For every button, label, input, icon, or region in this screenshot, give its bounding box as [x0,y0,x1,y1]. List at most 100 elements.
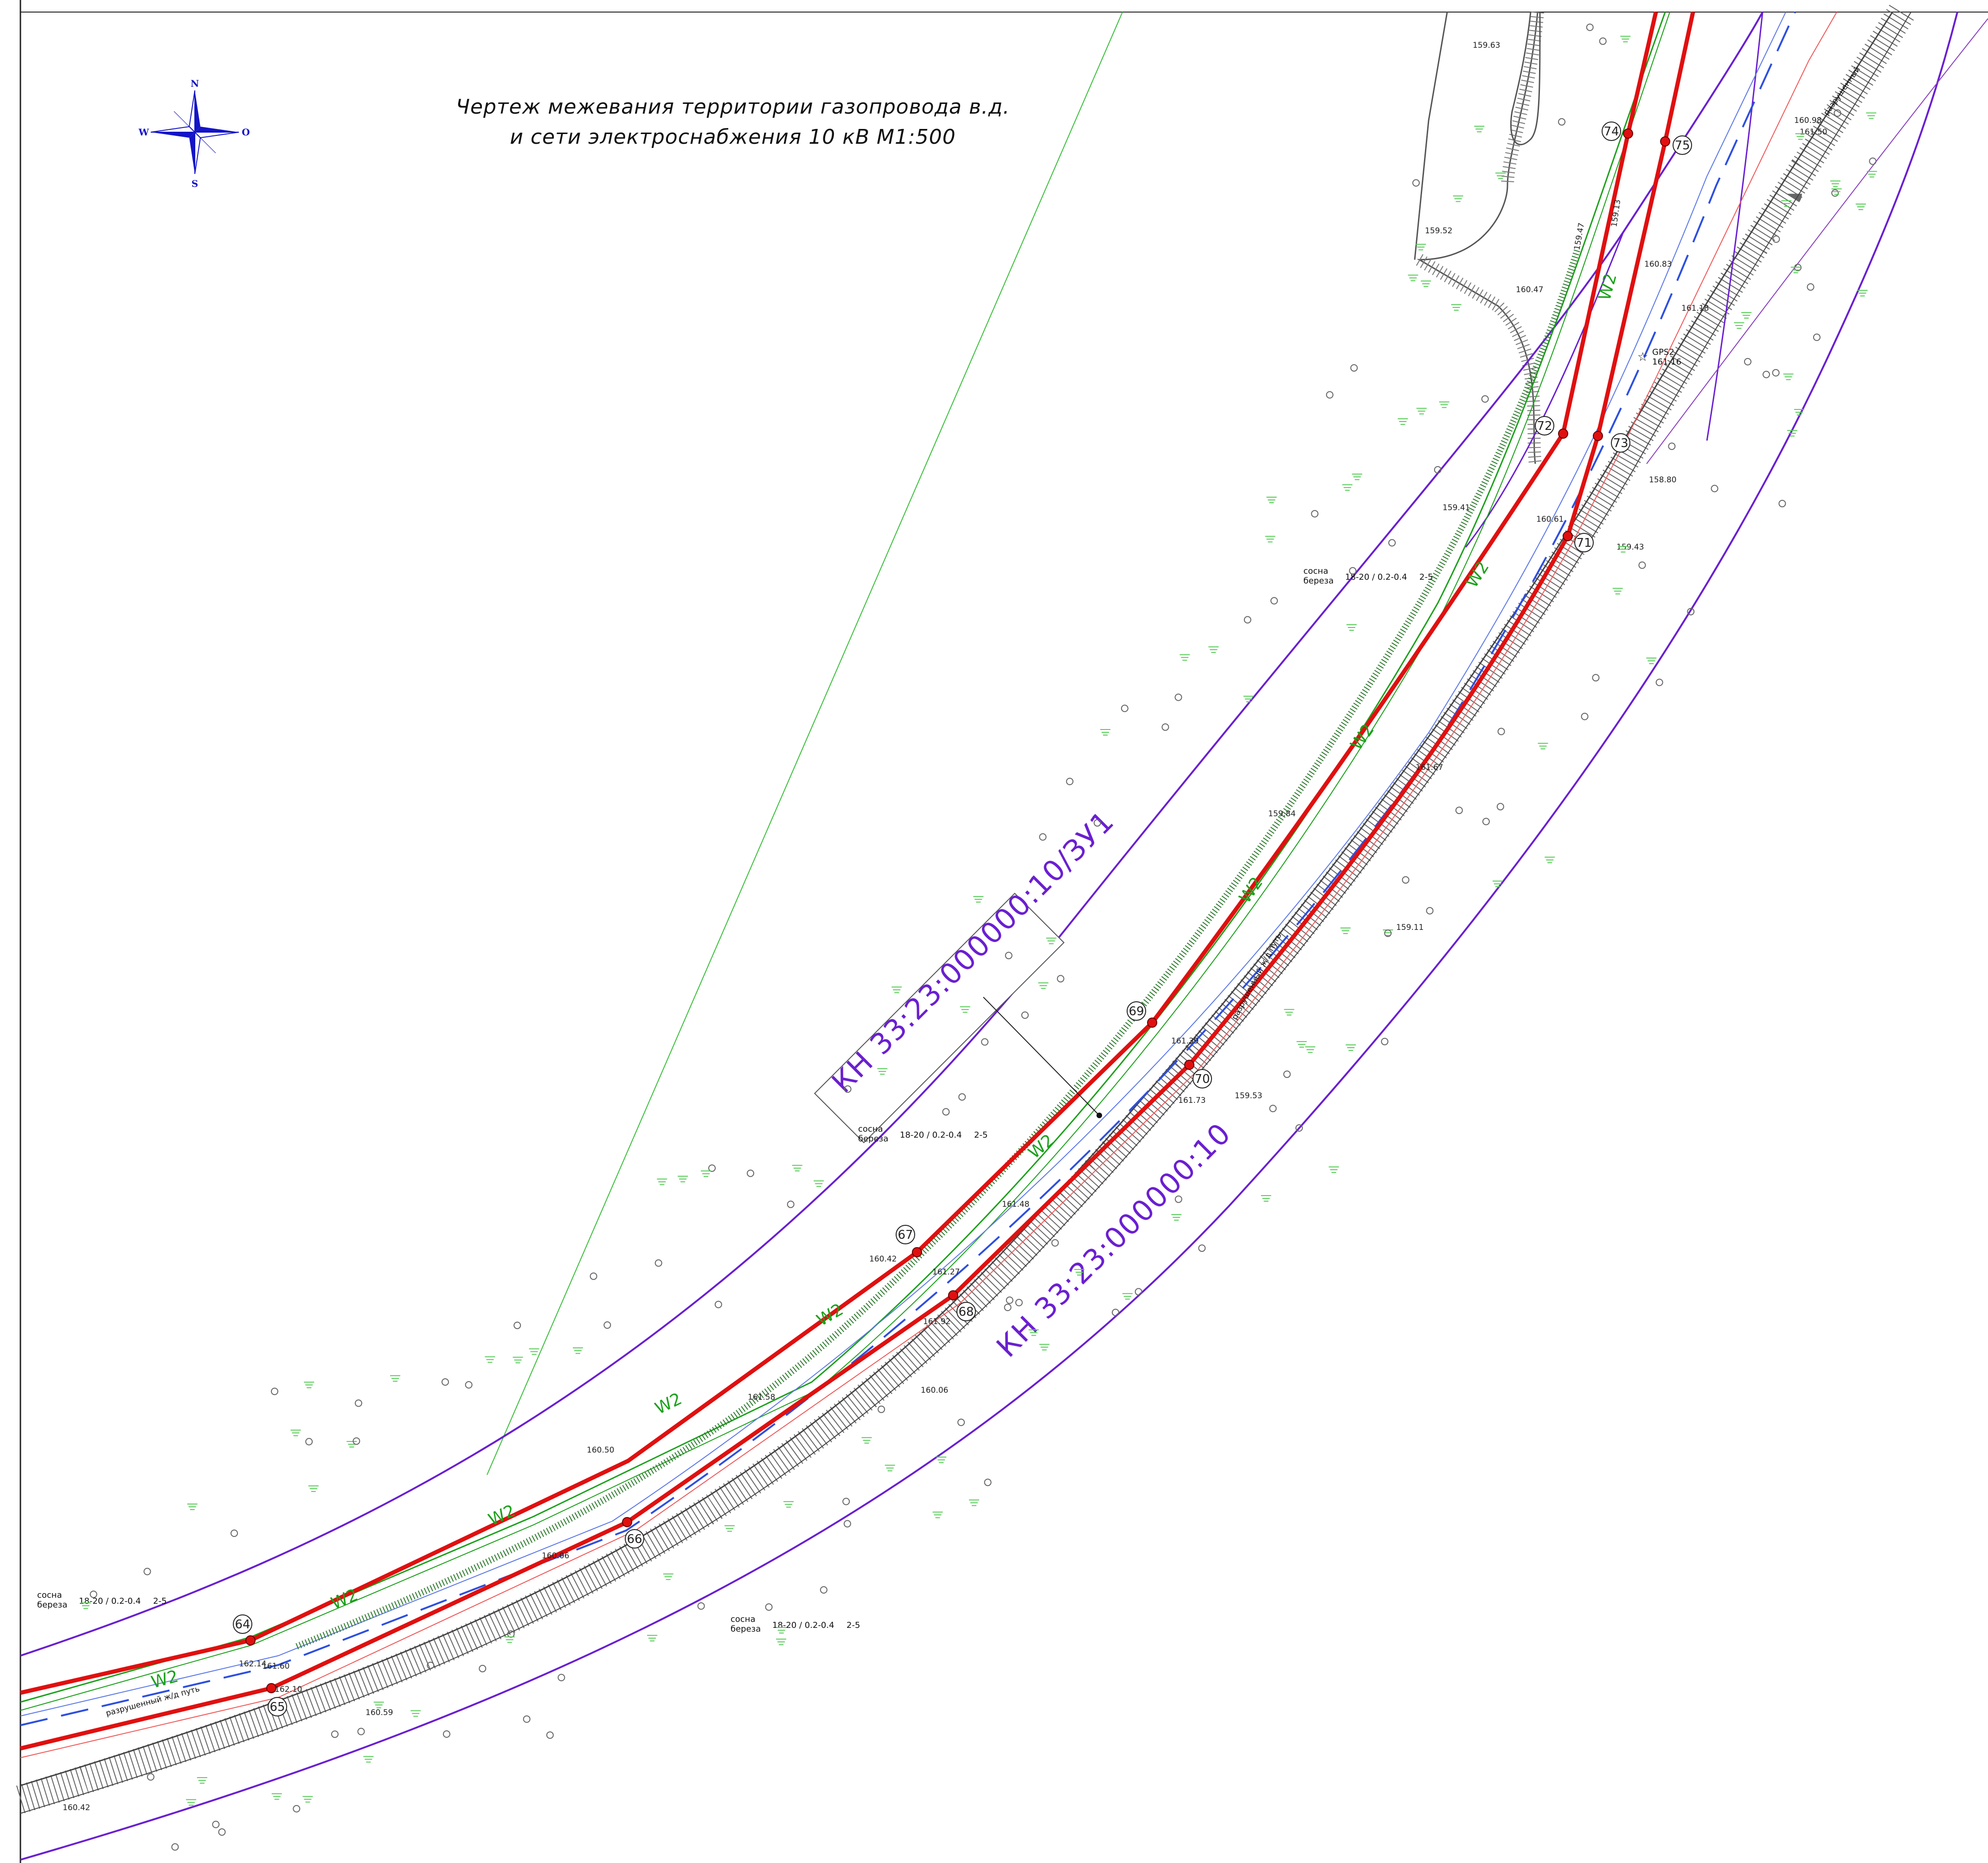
svg-text:159.41: 159.41 [1443,503,1470,512]
tree-symbol [1599,37,1607,45]
svg-text:160.98: 160.98 [1794,116,1821,125]
w2-label: W2 [1462,558,1493,591]
tree-symbol [441,1378,449,1386]
tree-symbol [523,1715,531,1723]
railway-label: разрушенный [1822,65,1862,117]
svg-text:159.53: 159.53 [1235,1091,1262,1101]
tree-symbol [1807,283,1815,291]
tree-symbol [1772,235,1780,243]
star-icon: ☆ [1637,350,1648,364]
svg-text:161.92: 161.92 [923,1317,950,1326]
vegetation-symbols [80,23,1877,1851]
svg-text:береза: береза [1303,576,1334,586]
tree-symbol [90,1590,97,1598]
svg-text:160.59: 160.59 [366,1708,393,1717]
tree-symbol [271,1388,278,1396]
tree-symbol [353,1437,360,1445]
svg-text:69: 69 [1129,1005,1144,1018]
tree-symbol [1687,608,1695,615]
tree-symbol [942,1108,950,1116]
svg-text:158.80: 158.80 [1649,475,1676,485]
ravine-outline [1414,12,1448,260]
svg-text:2-5: 2-5 [153,1596,167,1606]
svg-text:159.43: 159.43 [1616,543,1644,552]
tree-symbol [957,1418,965,1426]
tree-symbol [1350,364,1358,372]
svg-text:159.47: 159.47 [1572,222,1586,251]
tree-symbol [765,1603,773,1611]
north-arrow-icon: N S O W [138,78,250,189]
tree-symbol [1269,1105,1277,1113]
tree-note: сосна береза 18-20 / 0.2-0.4 2-5 [37,1590,167,1610]
tree-symbol [357,1728,365,1735]
tree-symbol [171,1843,179,1851]
tree-symbol [820,1586,827,1594]
tree-symbol [354,1399,362,1407]
svg-text:159.84: 159.84 [1268,809,1295,819]
svg-text:68: 68 [958,1305,974,1319]
tree-symbol [1711,485,1719,493]
tree-symbol [1482,818,1490,826]
svg-text:сосна: сосна [858,1124,883,1134]
tree-symbol [590,1272,597,1280]
tree-symbol [1066,778,1074,785]
tree-symbol [1834,109,1841,117]
svg-text:161.18: 161.18 [1681,304,1709,313]
tree-symbol [984,1479,992,1486]
svg-text:GPS2: GPS2 [1652,347,1674,357]
svg-text:161.73: 161.73 [1178,1096,1206,1105]
tree-symbol [1051,1239,1059,1247]
tree-symbol [1295,1124,1303,1132]
svg-text:160.42: 160.42 [869,1255,897,1264]
svg-text:74: 74 [1603,125,1619,139]
tree-symbol [1135,1288,1142,1296]
svg-text:161.58: 161.58 [748,1393,775,1402]
compass-north-letter: N [191,78,199,89]
svg-text:161.48: 161.48 [1002,1200,1029,1209]
tree-symbol [1283,1070,1291,1078]
tree-symbol [513,1321,521,1329]
tree-symbol [218,1828,226,1836]
svg-text:18-20 / 0.2-0.4: 18-20 / 0.2-0.4 [1345,572,1407,582]
w2-label: W2 [652,1389,685,1418]
tree-symbol [844,1085,852,1093]
tree-symbol [305,1438,313,1446]
tree-note: сосна береза 18-20 / 0.2-0.4 2-5 [858,1124,988,1144]
svg-text:161.60: 161.60 [262,1662,289,1671]
svg-text:160.50: 160.50 [587,1446,614,1455]
tree-note: сосна береза 18-20 / 0.2-0.4 2-5 [1303,566,1433,586]
tree-symbol [1496,803,1504,811]
tree-symbol [842,1498,850,1505]
elevation-labels: 159.63 159.52 159.47 159.41 159.43 158.8… [63,41,1827,1812]
tree-symbol [507,1630,515,1638]
pipe-point-69: 69 [1127,1001,1157,1028]
tree-symbol [1558,118,1565,126]
tree-symbol [231,1530,238,1537]
tree-symbol [697,1602,705,1610]
tree-symbol [1813,333,1821,341]
tree-symbol [427,1662,435,1669]
tree-symbol [787,1200,795,1208]
tree-symbol [878,1405,885,1413]
svg-text:161.16: 161.16 [1652,357,1681,367]
tree-symbol [331,1730,339,1738]
embankment-hatching [1501,11,1544,186]
tree-symbol [1270,597,1278,605]
tree-symbol [147,1773,154,1781]
w2-line [20,12,1670,1711]
svg-text:162.10: 162.10 [275,1685,302,1694]
tree-symbol [1455,807,1463,814]
tree-symbol [1311,510,1319,518]
svg-text:70: 70 [1194,1072,1210,1086]
tree-symbol [1244,616,1251,624]
svg-text:18-20 / 0.2-0.4: 18-20 / 0.2-0.4 [79,1596,141,1606]
gas-pipeline-offset [20,542,1573,1758]
svg-text:160.42: 160.42 [63,1803,90,1812]
compass-south-letter: S [192,178,198,189]
svg-text:159.11: 159.11 [1396,923,1424,932]
svg-text:65: 65 [269,1700,285,1714]
tree-symbol [1021,1011,1029,1019]
ravine-outline [1510,12,1541,146]
tree-symbol [546,1731,554,1739]
